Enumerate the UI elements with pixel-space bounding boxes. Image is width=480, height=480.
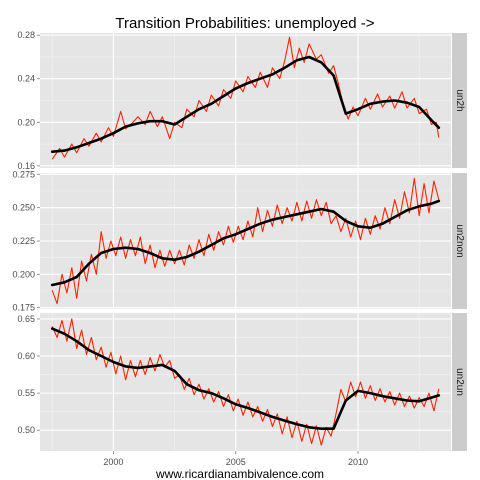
y-tick-label: 0.175 (12, 303, 35, 313)
y-tick-label: 0.28 (17, 30, 35, 40)
facet-strip-label: un2non (454, 224, 465, 257)
y-tick-label: 0.200 (12, 269, 35, 279)
y-tick-label: 0.20 (17, 117, 35, 127)
x-tick-label: 2010 (348, 457, 368, 467)
facet-strip-label: un2un (454, 368, 465, 396)
panel-un2un: 0.50 0.55 0.60 0.65 un2un (17, 313, 467, 451)
series-line-smooth (50, 199, 441, 287)
panel-background (40, 313, 451, 451)
chart-caption: www.ricardianambivalence.com (155, 467, 324, 480)
chart-title: Transition Probabilities: unemployed -> (115, 15, 374, 32)
x-tick-label: 2000 (103, 457, 123, 467)
facet-strip (452, 313, 467, 451)
series-line-monthly (51, 36, 440, 160)
y-tick-label: 0.60 (17, 351, 35, 361)
panels: 0.16 0.20 0.24 0.28 un2h 0.175 0.200 0.225 0.250… (12, 30, 467, 451)
panel-un2non: 0.175 0.200 0.225 0.250 0.275 un2non (12, 169, 467, 313)
y-tick-label: 0.275 (12, 169, 35, 179)
series-line-smooth (50, 327, 441, 431)
y-tick-label: 0.250 (12, 203, 35, 213)
y-tick-label: 0.50 (17, 425, 35, 435)
y-tick-label: 0.55 (17, 388, 35, 398)
y-tick-label: 0.16 (17, 161, 35, 171)
facet-strip-label: un2h (454, 89, 465, 111)
facet-strip (452, 173, 467, 309)
series-line-monthly (51, 318, 440, 446)
y-tick-label: 0.24 (17, 74, 35, 84)
panel-un2h: 0.16 0.20 0.24 0.28 un2h (17, 30, 467, 171)
series-line-smooth (50, 55, 441, 153)
y-tick-label: 0.65 (17, 314, 35, 324)
facet-strip (452, 33, 467, 168)
x-axis: 2000 2005 2010 (103, 451, 368, 467)
x-tick-label: 2005 (226, 457, 246, 467)
y-tick-label: 0.225 (12, 236, 35, 246)
